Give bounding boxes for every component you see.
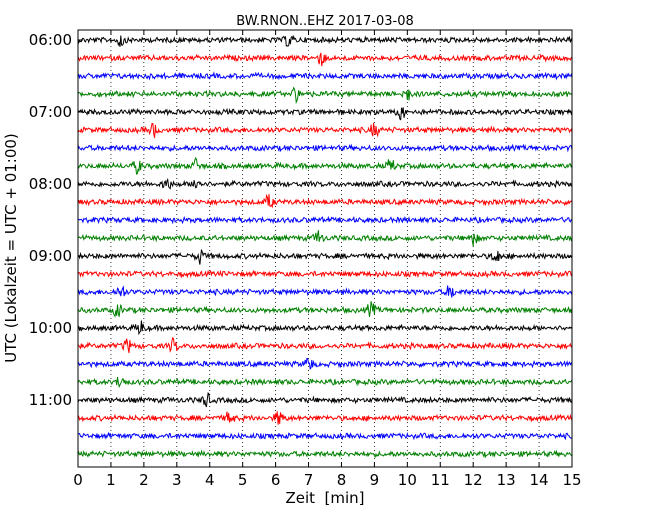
x-tick-label: 4 — [205, 471, 215, 489]
x-tick-label: 12 — [464, 471, 483, 489]
x-tick-label: 6 — [271, 471, 281, 489]
x-tick-label: 0 — [73, 471, 83, 489]
chart-title: BW.RNON..EHZ 2017-03-08 — [236, 14, 414, 29]
trace-line-0930 — [77, 285, 573, 298]
y-tick-label: 09:00 — [29, 247, 72, 265]
plot-frame — [77, 29, 573, 468]
x-tick-label: 3 — [172, 471, 182, 489]
x-axis-ticks: 0 1 2 3 4 5 6 7 8 9 10 11 12 13 14 15 — [73, 30, 582, 489]
y-tick-label: 11:00 — [29, 391, 72, 409]
trace-line-1130 — [77, 431, 573, 441]
x-tick-label: 11 — [431, 471, 450, 489]
trace-line-0700 — [77, 107, 573, 121]
trace-line-0745 — [77, 156, 573, 175]
y-axis-ticks: 06:00 07:00 08:00 09:00 10:00 11:00 — [29, 31, 572, 409]
trace-line-0900 — [77, 249, 573, 265]
trace-line-0830 — [77, 215, 573, 225]
y-tick-label: 07:00 — [29, 103, 72, 121]
trace-line-1015 — [77, 337, 573, 354]
x-tick-label: 9 — [370, 471, 380, 489]
y-tick-label: 10:00 — [29, 319, 72, 337]
trace-line-0800 — [77, 177, 573, 190]
x-tick-label: 2 — [139, 471, 149, 489]
x-tick-label: 13 — [497, 471, 516, 489]
trace-line-1045 — [77, 377, 573, 389]
trace-line-0600 — [77, 34, 573, 47]
trace-line-0730 — [77, 143, 573, 153]
trace-line-0615 — [77, 52, 573, 67]
trace-line-1000 — [77, 320, 573, 336]
trace-line-0915 — [77, 269, 573, 279]
trace-line-1115 — [77, 411, 573, 425]
x-tick-label: 7 — [304, 471, 314, 489]
trace-line-0845 — [77, 230, 573, 247]
y-axis-label: UTC (Lokalzeit = UTC + 01:00) — [2, 133, 20, 363]
y-tick-label: 06:00 — [29, 31, 72, 49]
trace-line-1030 — [77, 357, 573, 370]
trace-line-0645 — [77, 86, 573, 105]
trace-line-0815 — [77, 193, 573, 209]
trace-line-0945 — [77, 301, 573, 318]
trace-line-1145 — [77, 449, 573, 459]
x-tick-label: 10 — [398, 471, 417, 489]
x-axis-label: Zeit [min] — [285, 489, 364, 507]
x-tick-label: 1 — [106, 471, 116, 489]
trace-group — [77, 34, 573, 459]
x-tick-label: 15 — [562, 471, 581, 489]
x-tick-label: 8 — [337, 471, 347, 489]
x-tick-label: 5 — [238, 471, 248, 489]
grid-lines — [110, 30, 540, 467]
trace-line-0630 — [77, 71, 573, 81]
trace-line-1100 — [77, 392, 573, 408]
y-tick-label: 08:00 — [29, 175, 72, 193]
x-tick-label: 14 — [530, 471, 549, 489]
trace-line-0715 — [77, 122, 573, 139]
